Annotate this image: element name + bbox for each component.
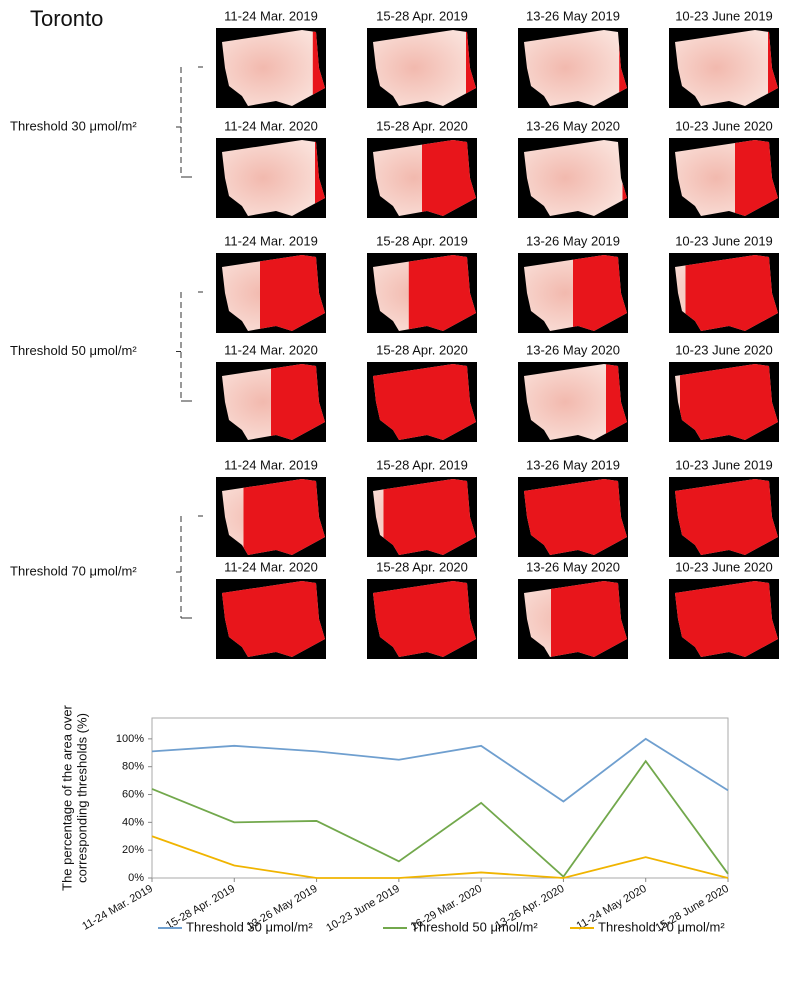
panel-label: 10-23 June 2019 [675,8,773,23]
map-panel [669,579,779,659]
panel-label: 15-28 Apr. 2019 [376,233,468,248]
map-panel [216,253,326,333]
map-panel [216,138,326,218]
map-panel [518,362,628,442]
panel-label: 11-24 Mar. 2019 [224,8,318,23]
map-panel [367,28,477,108]
panel-label: 13-26 May 2019 [526,233,620,248]
map-area [524,140,627,216]
map-panel [367,579,477,659]
map-panel [518,138,628,218]
panel-label: 15-28 Apr. 2019 [376,457,468,472]
x-tick-label: 11-24 Mar. 2019 [80,883,155,933]
map-panel [669,138,779,218]
panel-label: 13-26 May 2020 [526,342,620,357]
map-panel [367,362,477,442]
threshold-label: Threshold 50 μmol/m² [10,343,137,358]
y-tick-label: 0% [128,872,144,884]
map-over-threshold [675,479,778,555]
map-panel [216,477,326,557]
panel-label: 11-24 Mar. 2020 [224,342,318,357]
panel-label: 11-24 Mar. 2020 [224,118,318,133]
map-panel [669,253,779,333]
series-line [151,835,729,879]
panel-label: 11-24 Mar. 2019 [224,457,318,472]
map-panel [669,362,779,442]
series-line [151,759,729,878]
map-area [675,30,778,106]
plot-frame [151,717,729,879]
map-over-threshold [222,581,325,657]
y-tick-label: 100% [116,733,144,745]
panel-label: 15-28 Apr. 2020 [376,118,468,133]
threshold-label: Threshold 70 μmol/m² [10,563,137,578]
map-area [222,30,325,106]
panel-label: 13-26 May 2020 [526,118,620,133]
panel-label: 15-28 Apr. 2020 [376,342,468,357]
panel-label: 13-26 May 2019 [526,457,620,472]
series-line [151,737,729,803]
y-tick-label: 80% [122,761,144,773]
map-panel [216,362,326,442]
y-axis-label: The percentage of the area over [59,704,74,890]
panel-label: 13-26 May 2019 [526,8,620,23]
panel-label: 10-23 June 2019 [675,457,773,472]
map-panel [518,579,628,659]
panel-label: 10-23 June 2020 [675,559,773,574]
map-area [222,140,325,216]
panel-label: 10-23 June 2020 [675,118,773,133]
map-panel [518,477,628,557]
legend-label: Threshold 30 μmol/m² [186,919,313,934]
panel-label: 15-28 Apr. 2020 [376,559,468,574]
panel-label: 13-26 May 2020 [526,559,620,574]
map-over-threshold [243,479,325,555]
panel-label: 11-24 Mar. 2020 [224,559,318,574]
map-over-threshold [685,255,778,331]
legend-label: Threshold 70 μmol/m² [598,919,725,934]
map-over-threshold [373,581,476,657]
map-panel [669,477,779,557]
map-panel [367,138,477,218]
y-tick-label: 20% [122,844,144,856]
map-panel [216,28,326,108]
map-panel [518,253,628,333]
panel-label: 15-28 Apr. 2019 [376,8,468,23]
map-area [524,30,627,106]
y-tick-label: 60% [122,788,144,800]
map-panel [367,477,477,557]
map-over-threshold [551,581,627,657]
threshold-label: Threshold 30 μmol/m² [10,118,137,133]
legend-label: Threshold 50 μmol/m² [411,919,538,934]
map-over-threshold [524,479,627,555]
map-area [524,364,627,440]
map-over-threshold [260,255,325,331]
map-over-threshold [408,255,476,331]
map-over-threshold [373,364,476,440]
panel-label: 10-23 June 2020 [675,342,773,357]
map-panel [669,28,779,108]
map-over-threshold [680,364,778,440]
map-panel [216,579,326,659]
panel-label: 10-23 June 2019 [675,233,773,248]
y-tick-label: 40% [122,816,144,828]
map-over-threshold [383,479,476,555]
map-area [373,30,476,106]
figure-title: Toronto [30,6,103,31]
map-panel [367,253,477,333]
map-panel [518,28,628,108]
map-over-threshold [675,581,778,657]
panel-label: 11-24 Mar. 2019 [224,233,318,248]
y-axis-label: corresponding thresholds (%) [74,713,89,883]
x-tick-label: 10-23 June 2019 [324,883,402,935]
